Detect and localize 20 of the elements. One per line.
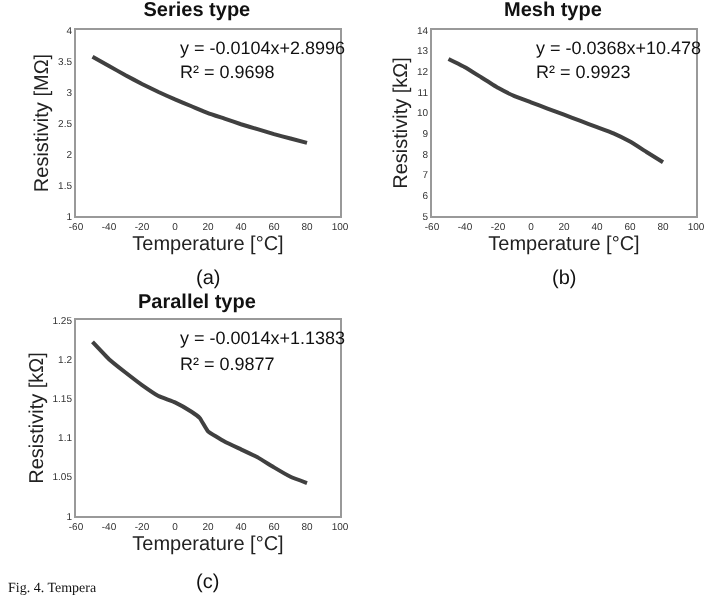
annotation: y = -0.0104x+2.8996 xyxy=(180,38,346,58)
y-axis-title: Resistivity [MΩ] xyxy=(32,53,55,193)
line-series xyxy=(446,56,665,165)
y-axis-title: Resistivity [kΩ] xyxy=(26,351,49,484)
y-axis-title: Resistivity [kΩ] xyxy=(390,56,413,189)
text: (c) xyxy=(196,572,220,594)
annotation: y = -0.0014x+1.1383 xyxy=(180,328,346,348)
line-series xyxy=(90,54,309,145)
x-axis-title: Temperature [°C] xyxy=(132,234,285,256)
annotation: R² = 0.9877 xyxy=(180,354,275,374)
annotation: R² = 0.9923 xyxy=(536,62,631,82)
chart-title: Parallel type xyxy=(137,291,257,314)
chart-title: Mesh type xyxy=(503,0,603,22)
annotation: y = -0.0368x+10.478 xyxy=(536,38,702,58)
x-axis-title: Temperature [°C] xyxy=(132,534,285,556)
chart-title: Series type xyxy=(143,0,252,22)
text: (b) xyxy=(552,268,577,290)
x-axis-title: Temperature [°C] xyxy=(488,234,641,256)
annotation: R² = 0.9698 xyxy=(180,62,275,82)
text: (a) xyxy=(196,268,221,290)
